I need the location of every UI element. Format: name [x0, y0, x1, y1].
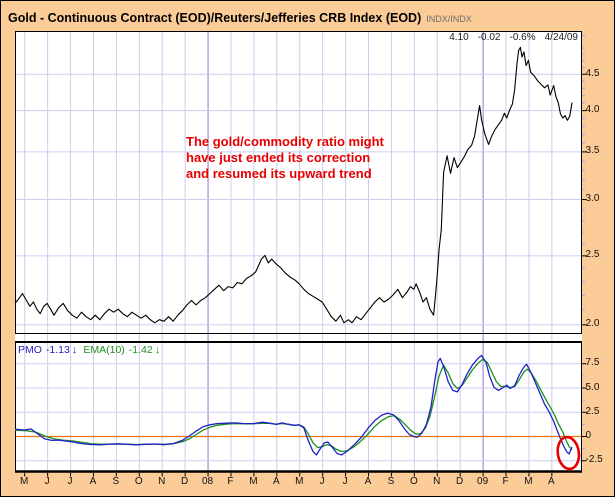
last-quote-row: 4.10 -0.02 -0.6% 4/24/09 — [449, 32, 578, 43]
pmo-line — [14, 354, 573, 456]
annotation-line-2: have just ended its correction — [186, 150, 371, 165]
chart-title: Gold - Continuous Contract (EOD)/Reuters… — [8, 11, 422, 25]
quote-change-percent: -0.6% — [509, 32, 536, 43]
pmo-value: -1.13 — [45, 344, 70, 356]
symbol-pair-label: INDX/INDX — [426, 14, 472, 24]
annotation-line-1: The gold/commodity ratio might — [186, 134, 384, 149]
chart-title-row: Gold - Continuous Contract (EOD)/Reuters… — [8, 9, 472, 27]
indicator-header: PMO -1.13 ↓ EMA(10) -1.42 ↓ — [18, 344, 160, 356]
ema-value: -1.42 — [128, 344, 153, 356]
ema-down-arrow-icon: ↓ — [154, 344, 161, 356]
pmo-label: PMO — [18, 344, 42, 356]
chart-annotation-text: The gold/commodity ratio might have just… — [186, 134, 384, 182]
pmo-down-arrow-icon: ↓ — [71, 344, 78, 356]
quote-last-value: 4.10 — [449, 32, 469, 43]
pmo-upturn-circle-annotation — [556, 435, 581, 471]
gold-crb-ratio-line — [14, 46, 573, 324]
quote-change: -0.02 — [477, 32, 501, 43]
ema-label: EMA(10) — [83, 344, 125, 356]
quote-date: 4/24/09 — [544, 32, 578, 43]
annotation-line-3: and resumed its upward trend — [186, 166, 372, 181]
